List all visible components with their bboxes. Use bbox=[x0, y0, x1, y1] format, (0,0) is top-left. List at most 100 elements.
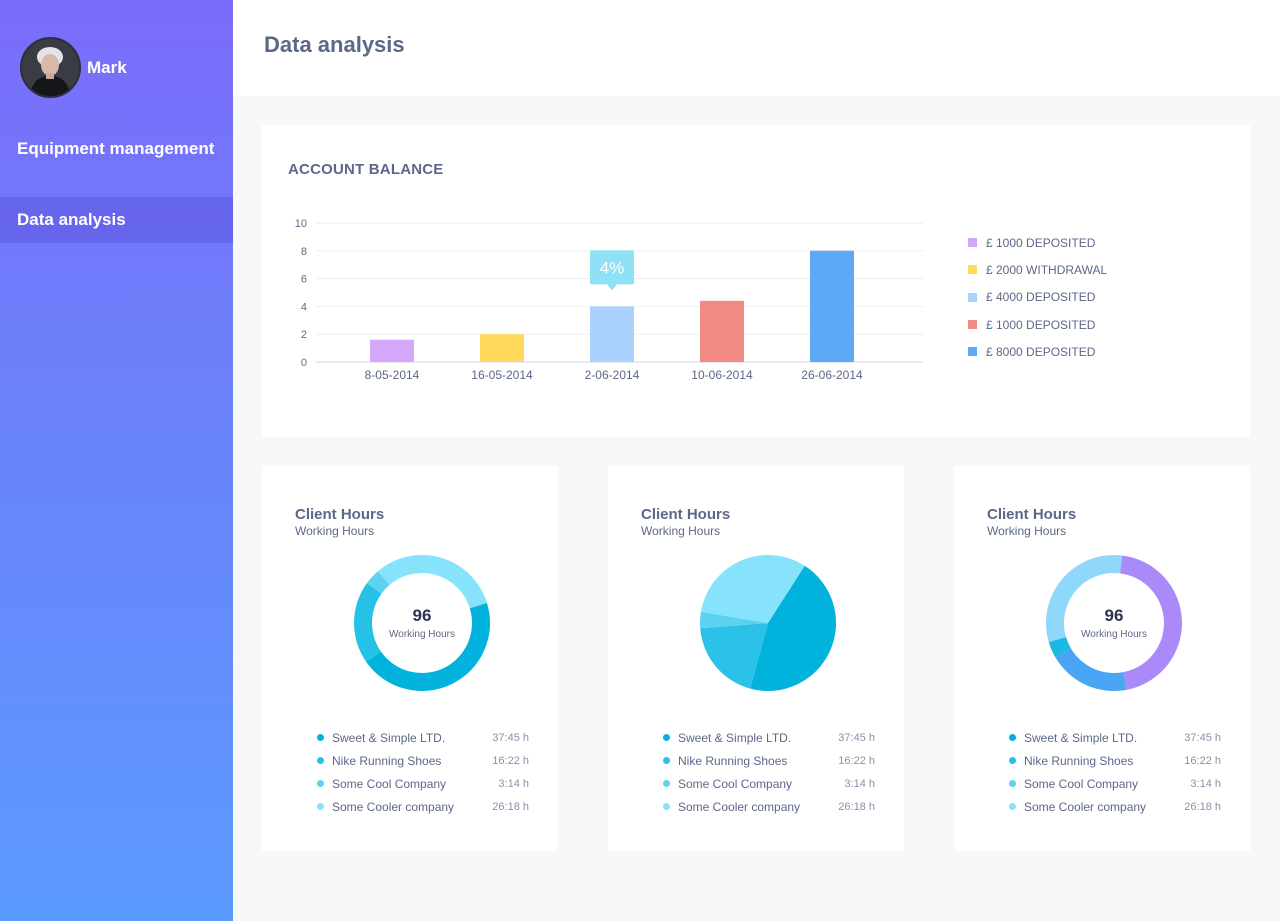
client-name: Sweet & Simple LTD. bbox=[1024, 730, 1138, 745]
color-dot bbox=[1009, 734, 1016, 741]
client-list: Sweet & Simple LTD. 37:45 h Nike Running … bbox=[317, 726, 529, 818]
bar[interactable] bbox=[810, 250, 854, 362]
avatar-image bbox=[22, 39, 79, 96]
client-name: Nike Running Shoes bbox=[678, 753, 788, 768]
client-hours: 26:18 h bbox=[492, 800, 529, 813]
client-hours: 16:22 h bbox=[492, 754, 529, 767]
y-tick-label: 0 bbox=[301, 357, 307, 369]
color-dot bbox=[317, 803, 324, 810]
list-item[interactable]: Some Cooler company 26:18 h bbox=[1009, 795, 1221, 818]
x-tick-label: 8-05-2014 bbox=[365, 368, 420, 382]
client-hours: 26:18 h bbox=[838, 800, 875, 813]
pie-slice[interactable] bbox=[366, 571, 390, 594]
card-title: Client Hours bbox=[641, 506, 731, 523]
legend-item[interactable]: £ 1000 DEPOSITED bbox=[968, 229, 1107, 256]
client-hours: 37:45 h bbox=[492, 731, 529, 744]
user-profile[interactable]: Mark bbox=[20, 37, 127, 98]
donut-center: 96 Working Hours bbox=[1044, 606, 1184, 640]
x-tick-label: 16-05-2014 bbox=[471, 368, 533, 382]
client-name: Some Cool Company bbox=[678, 776, 793, 791]
list-item[interactable]: Sweet & Simple LTD. 37:45 h bbox=[663, 726, 875, 749]
pie-slice[interactable] bbox=[750, 565, 836, 691]
legend-item[interactable]: £ 4000 DEPOSITED bbox=[968, 284, 1107, 311]
pie-slice[interactable] bbox=[1055, 648, 1127, 691]
pie-slice[interactable] bbox=[354, 583, 382, 662]
client-list: Sweet & Simple LTD. 37:45 h Nike Running … bbox=[663, 726, 875, 818]
x-tick-label: 2-06-2014 bbox=[585, 368, 640, 382]
pie-slice[interactable] bbox=[1046, 555, 1123, 643]
card-subtitle: Working Hours bbox=[641, 524, 721, 538]
client-hours: 37:45 h bbox=[838, 731, 875, 744]
list-item[interactable]: Sweet & Simple LTD. 37:45 h bbox=[317, 726, 529, 749]
client-name: Some Cool Company bbox=[332, 776, 447, 791]
client-name: Sweet & Simple LTD. bbox=[678, 730, 792, 745]
pie-slice[interactable] bbox=[1120, 555, 1182, 690]
client-list: Sweet & Simple LTD. 37:45 h Nike Running … bbox=[1009, 726, 1221, 818]
list-item[interactable]: Some Cool Company 3:14 h bbox=[317, 772, 529, 795]
legend-label: £ 1000 DEPOSITED bbox=[986, 317, 1096, 332]
sidebar-item-label: Data analysis bbox=[17, 210, 126, 229]
color-dot bbox=[663, 803, 670, 810]
list-item[interactable]: Some Cooler company 26:18 h bbox=[663, 795, 875, 818]
color-dot bbox=[1009, 757, 1016, 764]
page-header: Data analysis bbox=[233, 0, 1280, 96]
client-hours-card: Client Hours Working Hours 96 Working Ho… bbox=[954, 466, 1250, 851]
pie-slice[interactable] bbox=[700, 611, 768, 629]
bar[interactable] bbox=[700, 300, 744, 362]
client-hours-donut-chart bbox=[1046, 555, 1182, 691]
color-dot bbox=[663, 757, 670, 764]
y-tick-label: 2 bbox=[301, 329, 307, 341]
legend-item[interactable]: £ 1000 DEPOSITED bbox=[968, 311, 1107, 338]
bar[interactable] bbox=[480, 334, 524, 362]
sidebar-item-label: Equipment management bbox=[17, 139, 215, 158]
account-balance-card: ACCOUNT BALANCE 0 2 4 6 8 10 8-05-2014 16-05-20… bbox=[262, 125, 1250, 437]
x-tick-label: 10-06-2014 bbox=[691, 368, 753, 382]
total-hours-label: Working Hours bbox=[1081, 629, 1147, 640]
sidebar-item-equipment-management[interactable]: Equipment management bbox=[0, 126, 233, 172]
list-item[interactable]: Nike Running Shoes 16:22 h bbox=[663, 749, 875, 772]
color-dot bbox=[317, 780, 324, 787]
chart-legend: £ 1000 DEPOSITED £ 2000 WITHDRAWAL £ 400… bbox=[968, 229, 1107, 365]
color-dot bbox=[1009, 803, 1016, 810]
legend-label: £ 2000 WITHDRAWAL bbox=[986, 262, 1108, 277]
pie-slice[interactable] bbox=[377, 555, 487, 609]
list-item[interactable]: Some Cool Company 3:14 h bbox=[1009, 772, 1221, 795]
bar[interactable] bbox=[370, 339, 414, 362]
legend-swatch bbox=[968, 292, 977, 302]
avatar[interactable] bbox=[20, 37, 81, 98]
client-hours-card: Client Hours Working Hours Sweet & Simpl… bbox=[608, 466, 904, 851]
donut-center: 96 Working Hours bbox=[352, 606, 492, 640]
legend-item[interactable]: £ 2000 WITHDRAWAL bbox=[968, 256, 1107, 283]
legend-label: £ 4000 DEPOSITED bbox=[986, 290, 1096, 305]
legend-item[interactable]: £ 8000 DEPOSITED bbox=[968, 338, 1107, 365]
y-tick-label: 10 bbox=[295, 218, 307, 230]
y-tick-label: 4 bbox=[301, 301, 307, 313]
list-item[interactable]: Sweet & Simple LTD. 37:45 h bbox=[1009, 726, 1221, 749]
client-name: Some Cooler company bbox=[332, 799, 455, 814]
client-hours: 3:14 h bbox=[844, 777, 875, 790]
color-dot bbox=[317, 734, 324, 741]
total-hours-value: 96 bbox=[412, 606, 432, 625]
color-dot bbox=[663, 734, 670, 741]
bar[interactable] bbox=[590, 306, 634, 362]
legend-swatch bbox=[968, 320, 977, 330]
legend-label: £ 1000 DEPOSITED bbox=[986, 235, 1096, 250]
card-subtitle: Working Hours bbox=[987, 524, 1067, 538]
pie-slice[interactable] bbox=[700, 555, 805, 623]
list-item[interactable]: Nike Running Shoes 16:22 h bbox=[1009, 749, 1221, 772]
client-hours-pie-chart bbox=[700, 555, 836, 691]
client-name: Nike Running Shoes bbox=[1024, 753, 1134, 768]
list-item[interactable]: Nike Running Shoes 16:22 h bbox=[317, 749, 529, 772]
list-item[interactable]: Some Cool Company 3:14 h bbox=[663, 772, 875, 795]
pie-slice[interactable] bbox=[366, 602, 490, 691]
pie-slice[interactable] bbox=[1048, 637, 1071, 658]
legend-swatch bbox=[968, 265, 977, 275]
sidebar-item-data-analysis[interactable]: Data analysis bbox=[0, 197, 233, 243]
client-hours: 26:18 h bbox=[1184, 800, 1221, 813]
client-hours-donut-chart bbox=[354, 555, 490, 691]
client-name: Sweet & Simple LTD. bbox=[332, 730, 446, 745]
client-hours: 37:45 h bbox=[1184, 731, 1221, 744]
pie-slice[interactable] bbox=[700, 623, 768, 689]
client-hours: 16:22 h bbox=[1184, 754, 1221, 767]
list-item[interactable]: Some Cooler company 26:18 h bbox=[317, 795, 529, 818]
